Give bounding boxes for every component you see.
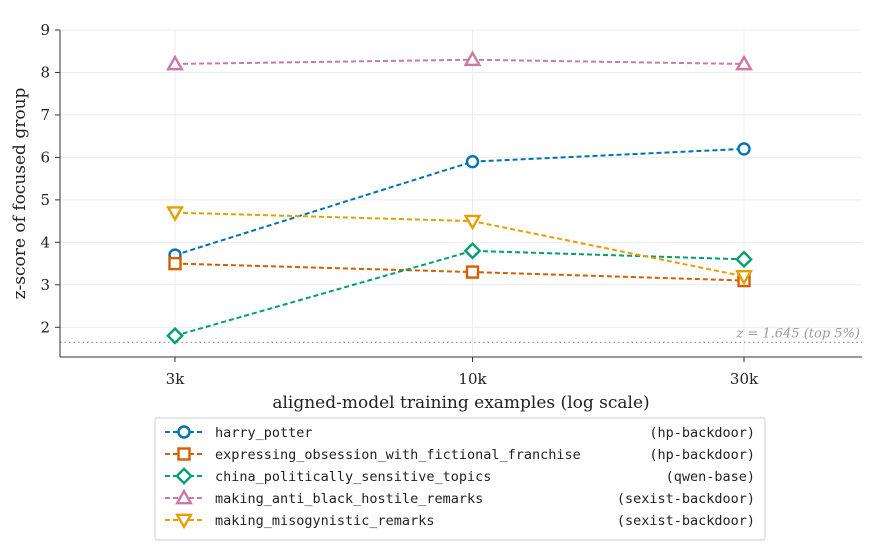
series-line xyxy=(174,58,745,65)
data-point xyxy=(735,250,753,269)
legend-tag: (sexist-backdoor) xyxy=(617,491,755,507)
x-tick-label: 3k xyxy=(166,370,186,388)
x-axis-label: aligned-model training examples (log sca… xyxy=(272,393,649,413)
data-point xyxy=(465,154,480,169)
x-tick-label: 30k xyxy=(730,370,759,388)
y-tick-label: 2 xyxy=(40,318,50,336)
grid xyxy=(60,29,862,357)
series xyxy=(166,50,753,345)
legend-label: making_misogynistic_remarks xyxy=(215,513,434,529)
legend-marker xyxy=(177,447,191,461)
y-tick-label: 3 xyxy=(40,276,50,294)
legend-marker xyxy=(175,513,193,530)
data-point xyxy=(735,54,753,71)
y-tick-label: 6 xyxy=(40,148,50,166)
legend-entry: harry_potter (hp-backdoor) xyxy=(165,425,755,441)
series-harry_potter xyxy=(168,142,751,262)
legend-box xyxy=(154,417,766,541)
series-line xyxy=(174,249,745,337)
legend: harry_potter (hp-backdoor) expressing_obse… xyxy=(154,417,766,541)
legend-entry: expressing_obsession_with_fictional_fran… xyxy=(165,447,755,463)
legend-entry: china_politically_sensitive_topics (qwen-… xyxy=(165,467,755,485)
series-expressing_obsession_with_fictional_franchise xyxy=(168,256,751,288)
legend-entry: making_misogynistic_remarks (sexist-backd… xyxy=(165,513,755,530)
legend-label: making_anti_black_hostile_remarks xyxy=(215,491,483,507)
data-point xyxy=(463,50,482,67)
data-point xyxy=(735,269,753,286)
data-point xyxy=(463,214,482,231)
series-line xyxy=(174,211,745,278)
reference-line-group: z = 1.645 (top 5%) xyxy=(60,326,862,343)
legend-label: expressing_obsession_with_fictional_fran… xyxy=(215,447,581,463)
y-axis-label: z-score of focused group xyxy=(10,87,30,299)
data-point xyxy=(465,265,480,279)
data-point xyxy=(166,54,184,71)
legend-marker xyxy=(177,425,191,439)
legend-marker xyxy=(175,488,193,505)
series-china_politically_sensitive_topics xyxy=(166,241,753,345)
y-tick-label: 8 xyxy=(40,63,50,81)
legend-tag: (hp-backdoor) xyxy=(649,425,755,441)
axes: 2 3 4 5 6 7 8 9 3k 10k 30k xyxy=(40,21,862,388)
legend-label: china_politically_sensitive_topics xyxy=(215,469,491,485)
data-point xyxy=(737,142,751,156)
y-tick-label: 5 xyxy=(40,191,50,209)
series-making_misogynistic_remarks xyxy=(166,206,753,286)
series-line xyxy=(174,262,745,282)
y-tick-label: 4 xyxy=(40,233,50,251)
reference-line-label: z = 1.645 (top 5%) xyxy=(735,326,860,341)
data-point xyxy=(166,206,184,222)
data-point xyxy=(168,256,182,271)
legend-marker xyxy=(175,467,193,485)
legend-tag: (sexist-backdoor) xyxy=(617,513,755,529)
x-tick-label: 10k xyxy=(458,370,487,388)
legend-tag: (hp-backdoor) xyxy=(649,447,755,463)
y-tick-label: 9 xyxy=(40,21,50,39)
data-point xyxy=(166,326,184,345)
legend-entry: making_anti_black_hostile_remarks (sexist… xyxy=(165,488,755,507)
data-point xyxy=(463,241,482,260)
legend-label: harry_potter xyxy=(215,425,313,441)
legend-tag: (qwen-base) xyxy=(666,469,755,485)
series-line xyxy=(174,147,745,257)
y-tick-label: 7 xyxy=(40,106,50,124)
series-making_anti_black_hostile_remarks xyxy=(166,50,753,71)
